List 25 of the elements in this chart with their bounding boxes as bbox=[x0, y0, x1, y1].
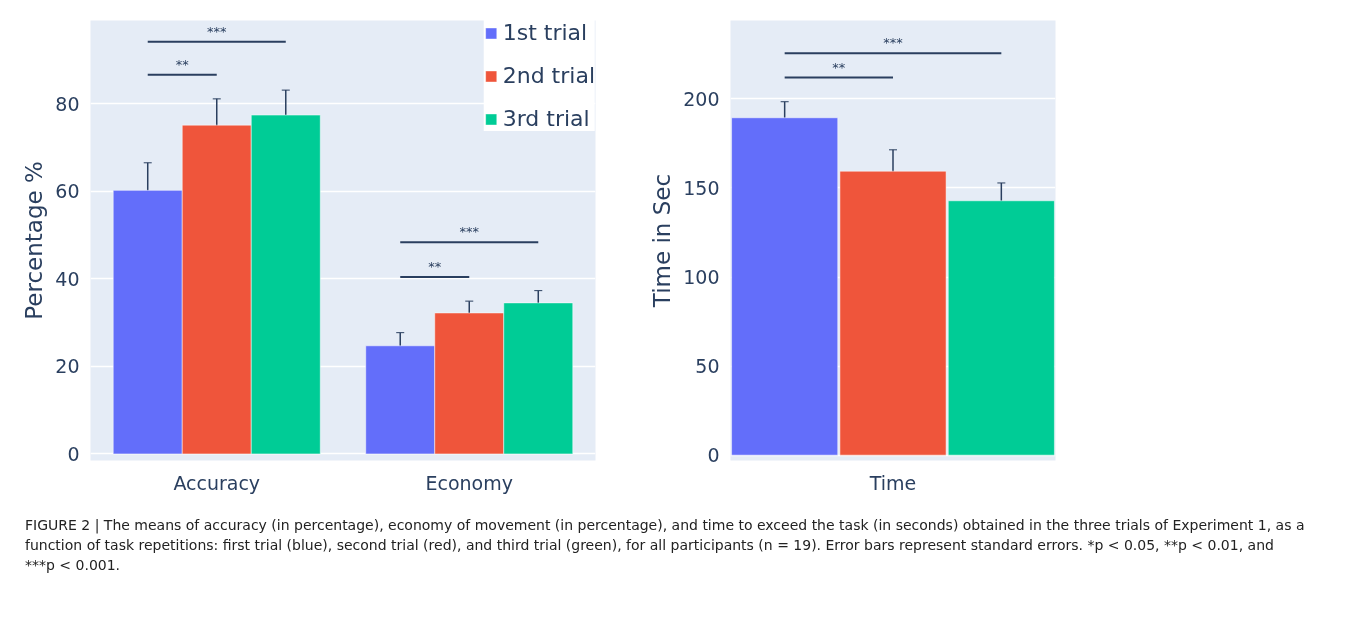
annotation: ** bbox=[428, 258, 442, 274]
text: FIGURE 2 | The means of accuracy (in percentage), economy of movement (in percentage), and time to exceed the task (in seconds) obtained in the three trials of Experiment 1, as a function of task repetitions: first trial (blue), second trial (red), and third trial (green), for all participants (n = 19). Error bars represent standard errors. *p < 0.05, **p < 0.01, and ***p < 0.001. bbox=[25, 517, 1305, 573]
legend-label: 3rd trial bbox=[502, 106, 590, 131]
y-tick-label: 60 bbox=[55, 180, 80, 203]
y-tick-label: 20 bbox=[55, 355, 80, 378]
y-tick-label: 80 bbox=[55, 92, 80, 115]
y-tick-label: 100 bbox=[683, 266, 720, 289]
x-tick-label: Economy bbox=[425, 471, 513, 494]
annotation: ** bbox=[175, 56, 190, 72]
y-tick-label: 0 bbox=[707, 444, 720, 467]
annotation: *** bbox=[207, 23, 227, 39]
y-tick-label: 200 bbox=[683, 87, 720, 110]
y-tick-label: 40 bbox=[55, 267, 80, 290]
y-tick-label: 150 bbox=[683, 176, 720, 199]
legend-label: 2nd trial bbox=[502, 63, 595, 88]
annotation: *** bbox=[459, 224, 480, 240]
x-tick-label: Accuracy bbox=[173, 471, 261, 494]
y-axis-title: Percentage % bbox=[21, 161, 48, 320]
annotation: *** bbox=[883, 35, 904, 51]
legend-label: 1st trial bbox=[502, 20, 588, 45]
x-tick-label: Time bbox=[868, 471, 917, 494]
y-tick-label: 0 bbox=[67, 442, 80, 465]
y-axis-title: Time in Sec bbox=[649, 173, 676, 309]
y-tick-label: 50 bbox=[695, 355, 720, 378]
annotation: ** bbox=[832, 59, 846, 75]
